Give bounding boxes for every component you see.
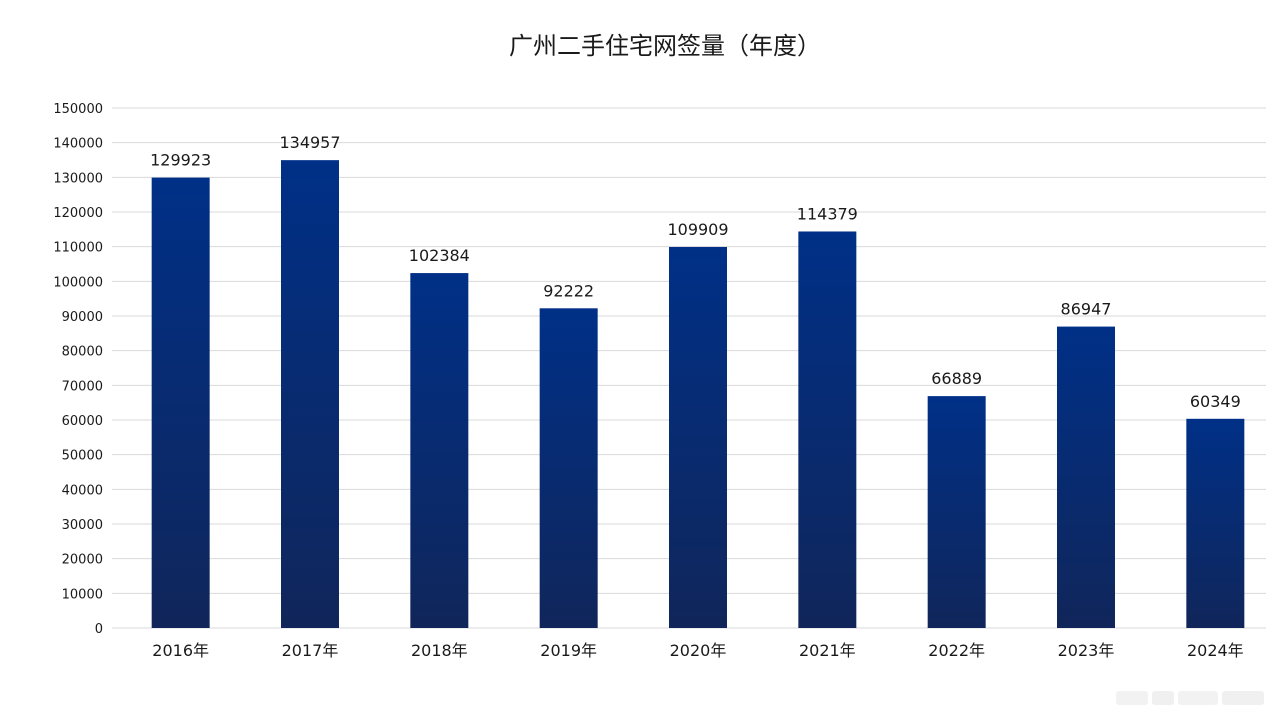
data-label: 60349 xyxy=(1190,392,1241,411)
x-axis-ticks: 2016年 2017年 2018年 2019年 2020年 2021年 2022年 2023年… xyxy=(152,641,1243,660)
data-label: 109909 xyxy=(667,220,728,239)
data-label: 114379 xyxy=(797,204,858,223)
y-tick-label: 20000 xyxy=(62,553,103,568)
y-tick-label: 150000 xyxy=(53,102,103,117)
y-tick-label: 50000 xyxy=(62,449,103,464)
data-label: 102384 xyxy=(409,246,470,265)
y-tick-label: 90000 xyxy=(62,310,103,325)
data-label: 66889 xyxy=(931,369,982,388)
bar-2021年 xyxy=(798,231,857,628)
y-tick-label: 120000 xyxy=(53,206,103,221)
x-tick-label: 2017年 xyxy=(282,641,339,660)
y-tick-label: 140000 xyxy=(53,137,103,152)
data-label: 86947 xyxy=(1061,300,1112,319)
bars xyxy=(151,160,1245,629)
y-tick-label: 130000 xyxy=(53,171,103,186)
bar-2022年 xyxy=(927,396,986,628)
bar-2019年 xyxy=(539,308,598,628)
bar-2018年 xyxy=(410,273,469,628)
x-tick-label: 2024年 xyxy=(1187,641,1244,660)
bar-2020年 xyxy=(669,246,727,629)
bar-2017年 xyxy=(281,160,339,629)
chart-title: 广州二手住宅网签量（年度） xyxy=(509,32,821,60)
bar-2023年 xyxy=(1057,326,1115,628)
y-tick-label: 10000 xyxy=(62,587,103,602)
x-tick-label: 2020年 xyxy=(670,641,727,660)
x-tick-label: 2018年 xyxy=(411,641,468,660)
y-axis-ticks: 0 10000 20000 30000 40000 50000 60000 70000 8000… xyxy=(53,102,103,637)
x-tick-label: 2021年 xyxy=(799,641,856,660)
x-tick-label: 2022年 xyxy=(928,641,985,660)
y-tick-label: 100000 xyxy=(53,275,103,290)
x-tick-label: 2016年 xyxy=(152,641,209,660)
y-tick-label: 70000 xyxy=(62,379,103,394)
x-tick-label: 2019年 xyxy=(540,641,597,660)
x-tick-label: 2023年 xyxy=(1058,641,1115,660)
y-tick-label: 30000 xyxy=(62,518,103,533)
bar-2016年 xyxy=(151,177,210,628)
data-label: 134957 xyxy=(279,133,340,152)
y-tick-label: 0 xyxy=(95,622,103,637)
y-tick-label: 80000 xyxy=(62,345,103,360)
watermark-image xyxy=(1116,691,1264,705)
data-label: 92222 xyxy=(543,281,594,300)
y-tick-label: 110000 xyxy=(53,241,103,256)
data-labels: 129923 134957 102384 92222 109909 114379 66889… xyxy=(150,133,1241,411)
y-tick-label: 60000 xyxy=(62,414,103,429)
bar-2024年 xyxy=(1186,418,1245,628)
y-tick-label: 40000 xyxy=(62,483,103,498)
data-label: 129923 xyxy=(150,151,211,170)
